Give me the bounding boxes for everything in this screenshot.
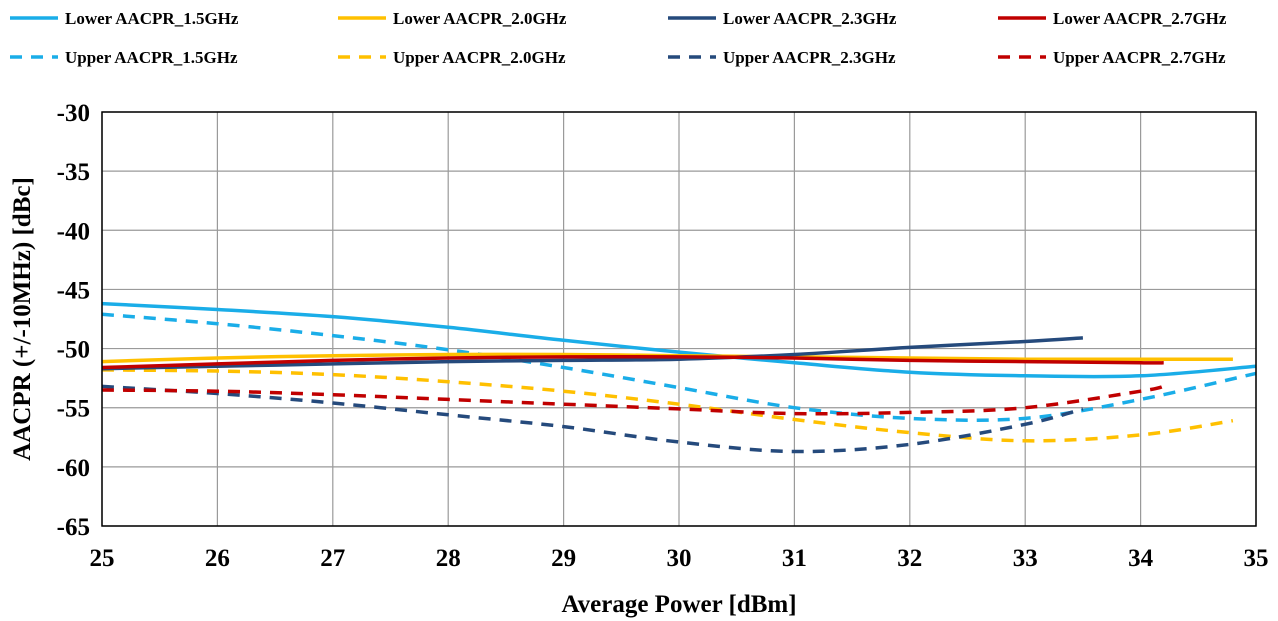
- x-tick-label: 32: [897, 545, 922, 572]
- legend-label-lower-aacpr-2-7ghz: Lower AACPR_2.7GHz: [1053, 9, 1227, 28]
- y-tick-label: -65: [57, 514, 90, 541]
- x-tick-label: 29: [551, 545, 576, 572]
- y-tick-label: -50: [57, 337, 90, 364]
- x-tick-labels: 25 26 27 28 29 30 31 32 33 34 35: [90, 545, 1269, 572]
- y-tick-label: -55: [57, 396, 90, 423]
- y-tick-label: -35: [57, 159, 90, 186]
- series-line-lower-aacpr-2-3ghz: [101, 336, 1084, 371]
- x-tick-label: 33: [1013, 545, 1038, 572]
- plot-border: [101, 111, 1257, 527]
- x-tick-label: 35: [1244, 545, 1269, 572]
- x-tick-label: 25: [90, 545, 115, 572]
- y-tick-labels: -30 -35 -40 -45 -50 -55 -60 -65: [57, 100, 90, 541]
- y-tick-label: -60: [57, 455, 90, 482]
- legend: Lower AACPR_1.5GHz Lower AACPR_2.0GHz Lowe…: [10, 9, 1227, 67]
- y-tick-label: -45: [57, 277, 90, 304]
- series-line-upper-aacpr-2-3ghz: [101, 384, 1084, 454]
- legend-label-lower-aacpr-1-5ghz: Lower AACPR_1.5GHz: [65, 9, 239, 28]
- legend-label-upper-aacpr-2-0ghz: Upper AACPR_2.0GHz: [393, 48, 566, 67]
- x-tick-label: 28: [436, 545, 461, 572]
- x-axis-label: Average Power [dBm]: [561, 591, 796, 618]
- series-line-upper-aacpr-2-0ghz: [101, 368, 1234, 443]
- legend-label-lower-aacpr-2-0ghz: Lower AACPR_2.0GHz: [393, 9, 567, 28]
- legend-label-lower-aacpr-2-3ghz: Lower AACPR_2.3GHz: [723, 9, 897, 28]
- x-tick-label: 30: [667, 545, 692, 572]
- legend-label-upper-aacpr-1-5ghz: Upper AACPR_1.5GHz: [65, 48, 238, 67]
- series-line-lower-aacpr-1-5ghz: [101, 301, 1257, 379]
- x-tick-label: 27: [320, 545, 345, 572]
- series-line-upper-aacpr-2-7ghz: [101, 384, 1165, 416]
- x-tick-label: 34: [1128, 545, 1154, 572]
- series-line-lower-aacpr-2-7ghz: [101, 355, 1164, 370]
- y-axis-label: AACPR (+/-10MHz) [dBc]: [9, 177, 36, 461]
- legend-label-upper-aacpr-2-7ghz: Upper AACPR_2.7GHz: [1053, 48, 1226, 67]
- series-line-upper-aacpr-1-5ghz: [101, 312, 1257, 422]
- x-tick-label: 26: [205, 545, 230, 572]
- legend-label-upper-aacpr-2-3ghz: Upper AACPR_2.3GHz: [723, 48, 896, 67]
- grid: [101, 111, 1257, 527]
- series-layer: [101, 301, 1257, 454]
- x-tick-label: 31: [782, 545, 807, 572]
- y-tick-label: -30: [57, 100, 90, 127]
- y-tick-label: -40: [57, 218, 90, 245]
